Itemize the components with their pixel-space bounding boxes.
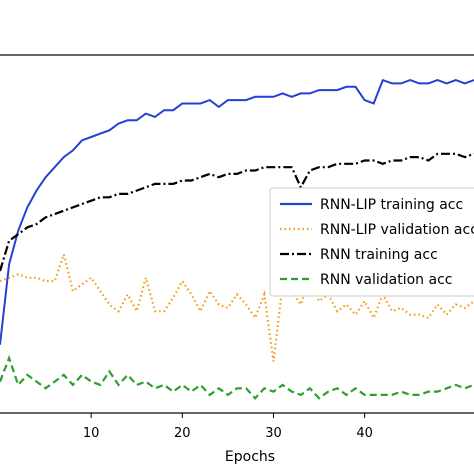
series-line-1	[0, 78, 474, 345]
series-line-2	[0, 250, 474, 362]
x-tick-label: 30	[265, 426, 282, 441]
legend-box	[269, 187, 474, 297]
x-tick-label: 10	[83, 426, 100, 441]
legend-label-2: RNN-LIP validation acc	[320, 222, 474, 238]
x-axis-label: Epochs	[225, 449, 275, 465]
series-line-3	[0, 152, 474, 272]
legend: RNN-LIP training acc RNN-LIP validation a…	[269, 187, 474, 297]
x-axis-ticks: 10 20 30 40	[83, 413, 373, 441]
x-tick-label: 40	[356, 426, 373, 441]
legend-label-3: RNN training acc	[320, 247, 438, 263]
plot-lines	[0, 78, 474, 400]
legend-label-1: RNN-LIP training acc	[320, 197, 463, 213]
x-tick-label: 20	[174, 426, 191, 441]
axes-frame	[0, 54, 474, 414]
series-line-4	[0, 354, 474, 400]
legend-label-4: RNN validation acc	[320, 272, 452, 288]
